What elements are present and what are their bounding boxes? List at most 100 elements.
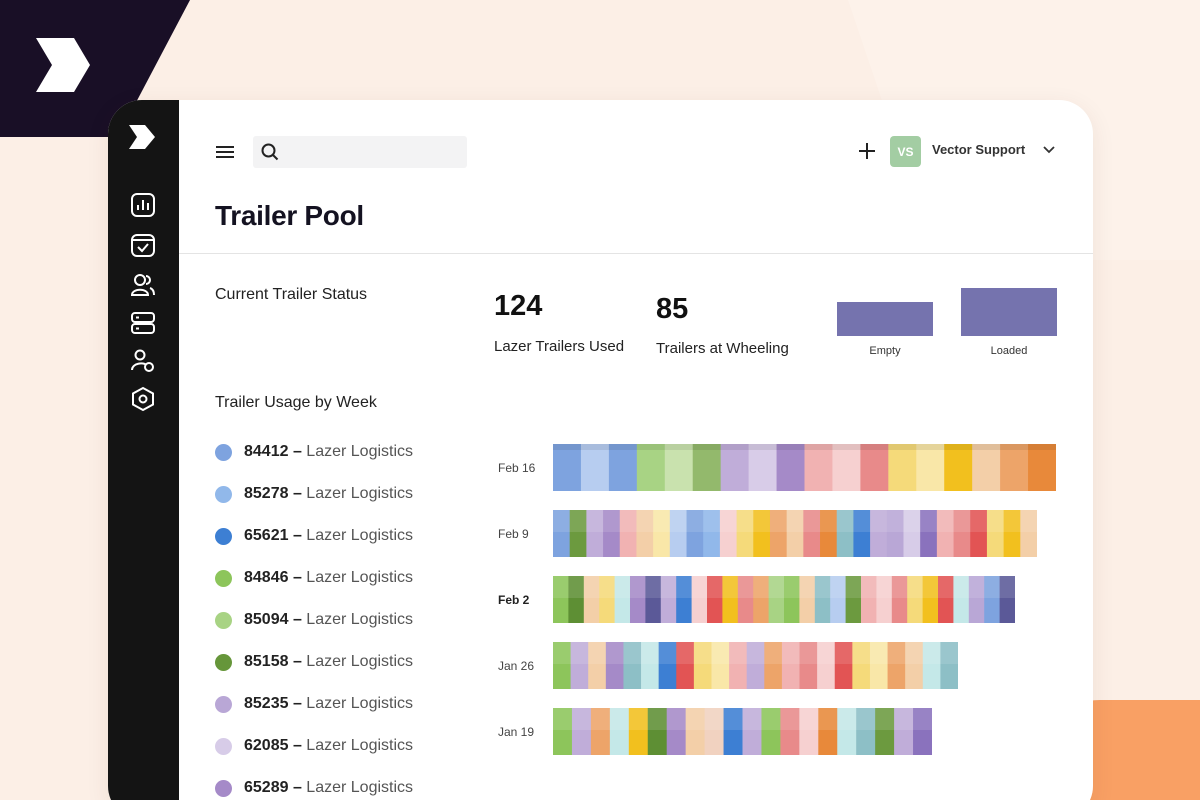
usage-segment[interactable]: [769, 510, 788, 557]
usage-segment[interactable]: [746, 642, 765, 689]
usage-segment[interactable]: [953, 510, 971, 557]
avatar[interactable]: VS: [890, 136, 921, 167]
usage-segment[interactable]: [569, 510, 587, 557]
usage-segment[interactable]: [647, 708, 668, 755]
usage-segment[interactable]: [609, 708, 630, 755]
usage-segment[interactable]: [830, 576, 847, 623]
usage-segment[interactable]: [938, 576, 954, 623]
week-bar[interactable]: [553, 708, 932, 755]
usage-segment[interactable]: [894, 708, 914, 755]
users-icon[interactable]: [130, 272, 156, 298]
usage-segment[interactable]: [614, 576, 631, 623]
usage-segment[interactable]: [799, 576, 816, 623]
week-bar[interactable]: [553, 576, 1015, 623]
usage-segment[interactable]: [818, 708, 838, 755]
usage-segment[interactable]: [803, 510, 821, 557]
usage-segment[interactable]: [780, 708, 800, 755]
usage-segment[interactable]: [703, 510, 721, 557]
usage-segment[interactable]: [580, 444, 610, 491]
usage-segment[interactable]: [887, 642, 906, 689]
usage-segment[interactable]: [875, 708, 895, 755]
legend-item[interactable]: 84846 – Lazer Logistics: [215, 566, 413, 590]
usage-segment[interactable]: [608, 444, 638, 491]
usage-segment[interactable]: [645, 576, 662, 623]
add-icon[interactable]: [858, 142, 876, 160]
week-bar[interactable]: [553, 510, 1037, 557]
legend-item[interactable]: 62085 – Lazer Logistics: [215, 734, 413, 758]
usage-segment[interactable]: [623, 642, 642, 689]
usage-segment[interactable]: [817, 642, 836, 689]
usage-segment[interactable]: [1020, 510, 1037, 557]
usage-segment[interactable]: [748, 444, 778, 491]
usage-segment[interactable]: [719, 510, 738, 557]
usage-segment[interactable]: [799, 708, 819, 755]
usage-segment[interactable]: [814, 576, 831, 623]
usage-segment[interactable]: [692, 444, 722, 491]
usage-segment[interactable]: [834, 642, 853, 689]
usage-segment[interactable]: [636, 510, 654, 557]
usage-segment[interactable]: [903, 510, 921, 557]
usage-segment[interactable]: [723, 708, 744, 755]
usage-segment[interactable]: [970, 510, 988, 557]
usage-segment[interactable]: [860, 444, 889, 491]
usage-segment[interactable]: [852, 642, 871, 689]
usage-segment[interactable]: [686, 510, 704, 557]
usage-segment[interactable]: [784, 576, 800, 623]
usage-segment[interactable]: [553, 708, 573, 755]
usage-segment[interactable]: [605, 642, 625, 689]
usage-segment[interactable]: [1000, 444, 1029, 491]
usage-segment[interactable]: [768, 576, 785, 623]
analytics-icon[interactable]: [130, 192, 156, 218]
usage-segment[interactable]: [1028, 444, 1056, 491]
usage-segment[interactable]: [704, 708, 725, 755]
usage-segment[interactable]: [920, 510, 938, 557]
legend-item[interactable]: 85235 – Lazer Logistics: [215, 692, 413, 716]
usage-segment[interactable]: [907, 576, 924, 623]
usage-segment[interactable]: [570, 642, 589, 689]
legend-item[interactable]: 85158 – Lazer Logistics: [215, 650, 413, 674]
usage-segment[interactable]: [669, 510, 688, 557]
usage-segment[interactable]: [913, 708, 932, 755]
usage-segment[interactable]: [1003, 510, 1021, 557]
usage-segment[interactable]: [944, 444, 973, 491]
usage-segment[interactable]: [711, 642, 730, 689]
usage-segment[interactable]: [799, 642, 818, 689]
usage-segment[interactable]: [876, 576, 893, 623]
usage-segment[interactable]: [916, 444, 945, 491]
usage-segment[interactable]: [853, 510, 871, 557]
usage-segment[interactable]: [940, 642, 958, 689]
usage-segment[interactable]: [999, 576, 1015, 623]
usage-segment[interactable]: [888, 444, 917, 491]
usage-segment[interactable]: [781, 642, 801, 689]
user-name[interactable]: Vector Support: [932, 142, 1026, 157]
chevron-down-icon[interactable]: [1042, 145, 1056, 155]
usage-segment[interactable]: [837, 708, 857, 755]
usage-segment[interactable]: [603, 510, 621, 557]
usage-segment[interactable]: [553, 510, 571, 557]
usage-segment[interactable]: [586, 510, 604, 557]
week-bar[interactable]: [553, 444, 1056, 491]
usage-segment[interactable]: [886, 510, 905, 557]
usage-segment[interactable]: [729, 642, 748, 689]
usage-segment[interactable]: [804, 444, 834, 491]
app-logo-icon[interactable]: [128, 124, 156, 150]
usage-segment[interactable]: [653, 510, 671, 557]
usage-segment[interactable]: [571, 708, 592, 755]
usage-segment[interactable]: [986, 510, 1005, 557]
usage-segment[interactable]: [922, 642, 941, 689]
usage-segment[interactable]: [953, 576, 970, 623]
usage-segment[interactable]: [856, 708, 876, 755]
user-settings-icon[interactable]: [130, 348, 156, 374]
usage-segment[interactable]: [693, 642, 713, 689]
legend-item[interactable]: 85094 – Lazer Logistics: [215, 608, 413, 632]
usage-segment[interactable]: [641, 642, 660, 689]
usage-segment[interactable]: [658, 642, 677, 689]
usage-segment[interactable]: [685, 708, 706, 755]
usage-segment[interactable]: [836, 510, 855, 557]
usage-segment[interactable]: [764, 642, 783, 689]
usage-segment[interactable]: [590, 708, 611, 755]
search-input[interactable]: [287, 136, 463, 168]
tasks-icon[interactable]: [130, 232, 156, 258]
usage-segment[interactable]: [776, 444, 806, 491]
usage-segment[interactable]: [588, 642, 607, 689]
